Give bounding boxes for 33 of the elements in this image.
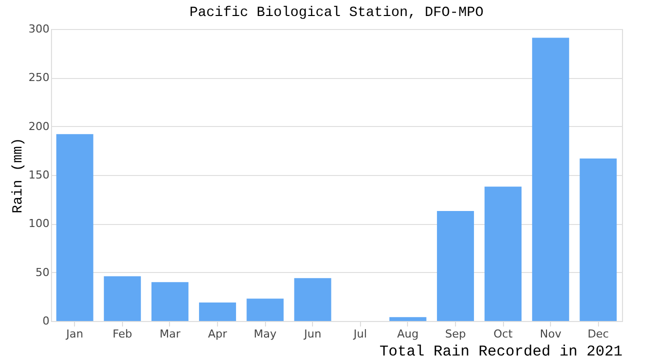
x-axis-title: Total Rain Recorded in 2021 — [379, 344, 622, 360]
y-tick-label: 200 — [28, 120, 50, 133]
x-tick-label: Nov — [540, 328, 562, 340]
bar — [484, 186, 522, 321]
y-tick-label: 300 — [28, 22, 50, 36]
bar — [246, 298, 284, 321]
y-tick-label: 0 — [42, 314, 50, 328]
bar — [56, 134, 94, 321]
x-tick-label: Oct — [494, 328, 514, 340]
bar — [532, 38, 570, 321]
bar — [580, 158, 617, 321]
y-tick-label: 50 — [36, 266, 50, 279]
x-tick-label: Aug — [397, 328, 419, 340]
x-tick-label: Jun — [303, 328, 322, 340]
chart-title: Pacific Biological Station, DFO-MPO — [189, 5, 484, 21]
bar — [294, 278, 332, 321]
y-tick-label: 100 — [28, 217, 50, 230]
x-tick-label: Sep — [445, 328, 466, 340]
bar — [199, 302, 236, 321]
bar — [104, 276, 141, 321]
bar — [389, 317, 426, 321]
x-tick-label: Mar — [160, 328, 181, 340]
bar — [151, 282, 188, 321]
y-axis-title: Rain (mm) — [10, 138, 27, 214]
x-tick-label: Feb — [112, 328, 132, 340]
bar — [436, 211, 474, 321]
x-tick-label: Dec — [588, 328, 609, 340]
x-tick-label: May — [254, 328, 277, 340]
y-tick-label: 150 — [28, 168, 50, 182]
x-tick-label: Apr — [208, 328, 228, 340]
x-tick-label: Jan — [65, 328, 84, 340]
x-tick-label: Jul — [352, 328, 367, 340]
y-tick-label: 250 — [28, 71, 50, 84]
